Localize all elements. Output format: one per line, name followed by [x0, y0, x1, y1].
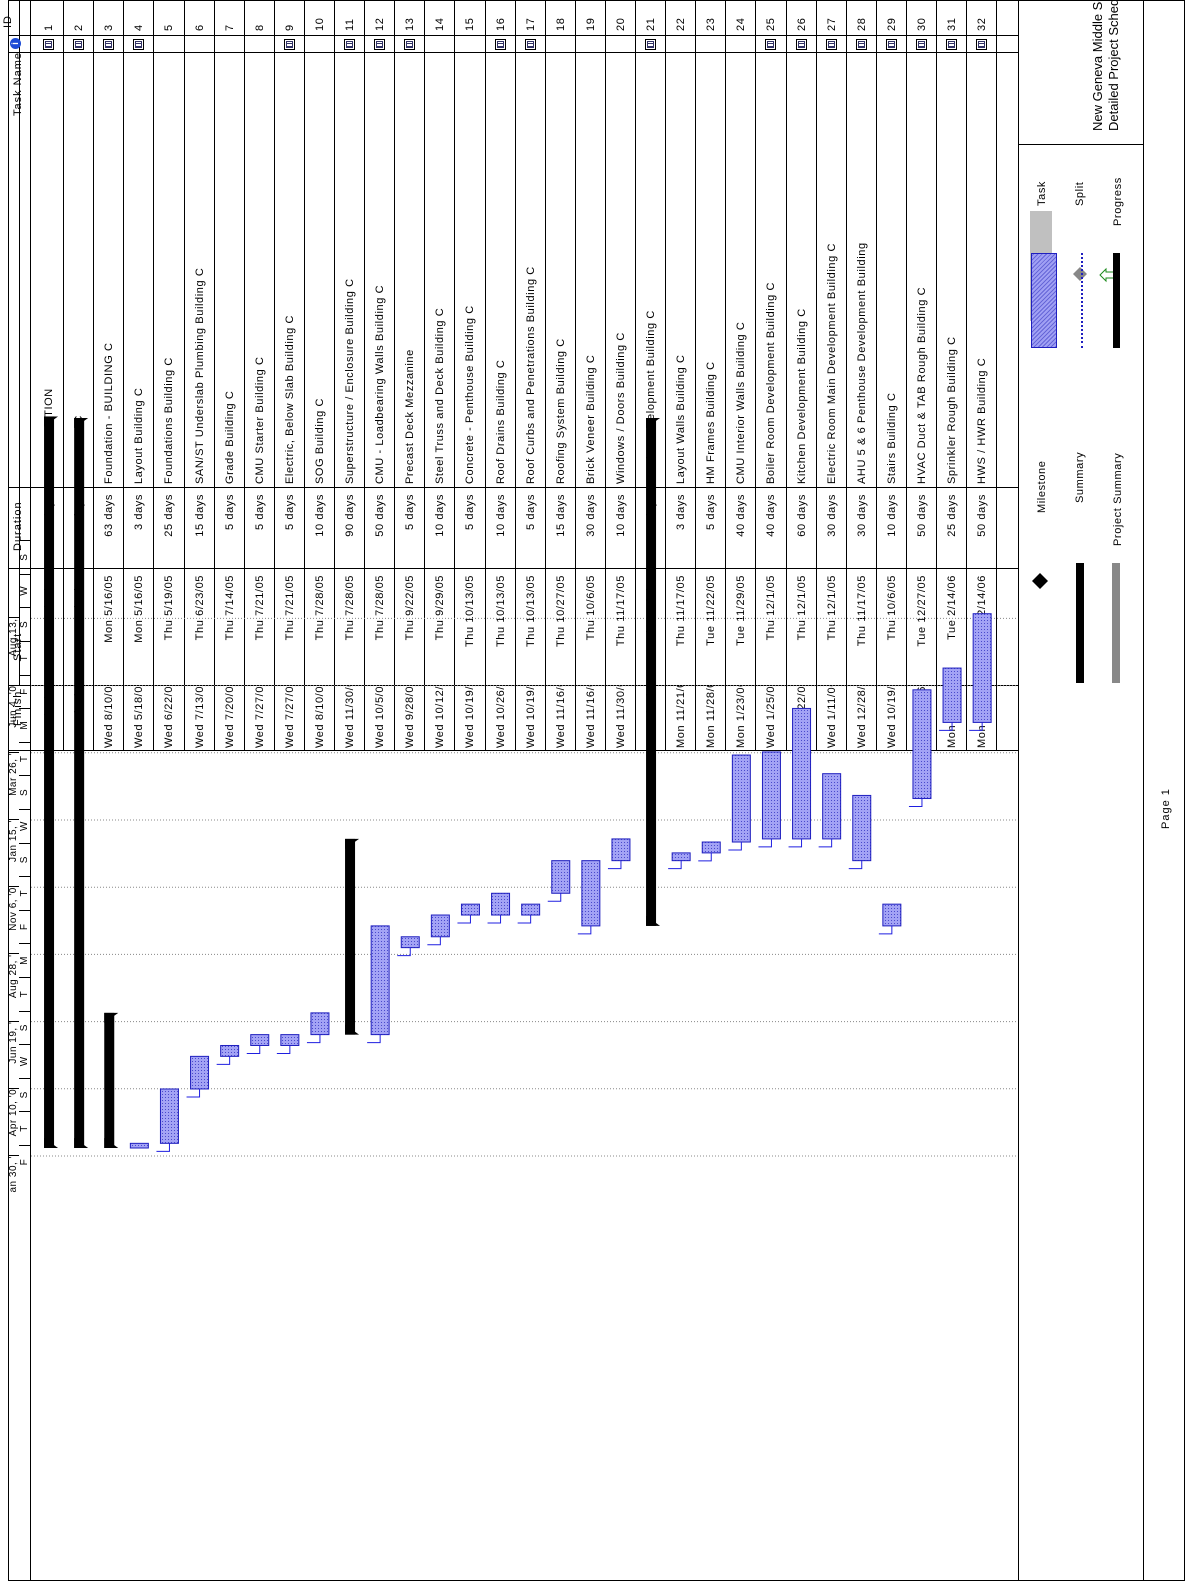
- task-bar: [882, 903, 902, 927]
- summary-end-cap: [104, 1012, 119, 1023]
- summary-bar: [104, 1012, 115, 1148]
- page-number: Page 1: [1160, 788, 1172, 829]
- summary-end-cap: [74, 418, 89, 428]
- dependency-link: [367, 1034, 381, 1044]
- legend-split-label: Split: [1074, 181, 1086, 206]
- project-title: New Geneva Middle School: [1090, 0, 1105, 131]
- dependency-link: [908, 798, 923, 808]
- dependency-link: [186, 1088, 201, 1098]
- dependency-link: [547, 893, 562, 902]
- task-bar: [792, 707, 812, 840]
- dependency-link: [728, 842, 742, 851]
- dependency-link: [487, 915, 502, 924]
- project-subtitle: Detailed Project Schedule: [1106, 0, 1121, 131]
- task-bar: [701, 841, 721, 854]
- task-bar: [761, 751, 781, 840]
- dependency-link: [878, 925, 893, 935]
- legend-external-milestone-icon: [1073, 267, 1087, 281]
- legend-milestone-icon: [1032, 573, 1048, 589]
- task-bar: [190, 1055, 210, 1090]
- task-bar: [912, 689, 932, 800]
- legend-project-summary-label: Project Summary: [1112, 452, 1124, 546]
- dependency-link: [969, 722, 983, 731]
- dependency-link: [577, 925, 592, 935]
- summary-start-cap: [646, 915, 661, 926]
- dependency-link: [276, 1045, 291, 1054]
- task-bar: [400, 936, 420, 949]
- dependency-link: [848, 860, 863, 870]
- summary-start-cap: [104, 1138, 119, 1148]
- task-bar: [611, 838, 631, 862]
- dependency-link: [427, 936, 441, 946]
- summary-start-cap: [74, 1138, 89, 1148]
- dependency-link: [156, 1143, 170, 1152]
- dependency-link: [306, 1034, 321, 1044]
- dependency-link: [758, 838, 772, 848]
- legend-progress-label: Progress: [1112, 177, 1124, 226]
- task-bar: [491, 892, 511, 916]
- dependency-link: [818, 838, 833, 848]
- dependency-link: [788, 838, 803, 848]
- task-bar: [430, 914, 450, 938]
- summary-start-cap: [44, 1138, 59, 1148]
- legend-project-summary-bar: [1112, 563, 1120, 683]
- summary-bar: [646, 418, 657, 926]
- task-bar: [460, 903, 480, 916]
- dependency-link: [216, 1056, 231, 1065]
- task-bar: [731, 754, 751, 843]
- dependency-link: [397, 947, 411, 957]
- dependency-link: [607, 860, 622, 870]
- legend-progress-swatch: [1113, 253, 1120, 348]
- legend-milestone-label: Milestone: [1036, 460, 1048, 513]
- dependency-link: [698, 852, 712, 862]
- summary-bar: [74, 418, 85, 1148]
- task-bar: [551, 860, 571, 894]
- task-bar: [671, 852, 691, 862]
- legend-task-swatch: [1031, 253, 1057, 348]
- task-bar: [159, 1088, 179, 1144]
- dependency-link: [457, 915, 471, 924]
- summary-end-cap: [345, 838, 360, 849]
- summary-end-cap: [44, 416, 59, 427]
- task-bar: [220, 1044, 240, 1057]
- dependency-link: [246, 1045, 261, 1054]
- legend-summary-bar: [1076, 563, 1084, 683]
- task-bar: [581, 860, 601, 927]
- task-bar: [822, 773, 842, 840]
- summary-bar: [345, 838, 356, 1035]
- task-bar: [852, 794, 872, 862]
- legend-summary-label: Summary: [1074, 451, 1086, 503]
- task-bar: [521, 903, 541, 916]
- task-bar: [370, 925, 390, 1036]
- dependency-link: [517, 915, 532, 924]
- summary-end-cap: [646, 418, 661, 428]
- task-bar: [972, 613, 992, 723]
- task-bar: [310, 1012, 330, 1036]
- legend-task-label: Task: [1036, 180, 1048, 206]
- dependency-link: [668, 860, 682, 870]
- task-bar: [280, 1034, 300, 1046]
- dependency-link: [939, 722, 953, 731]
- summary-bar: [44, 416, 55, 1148]
- legend-split-swatch: [1081, 253, 1083, 348]
- task-bar: [129, 1142, 149, 1149]
- task-bar: [250, 1034, 270, 1046]
- task-bar: [942, 667, 962, 723]
